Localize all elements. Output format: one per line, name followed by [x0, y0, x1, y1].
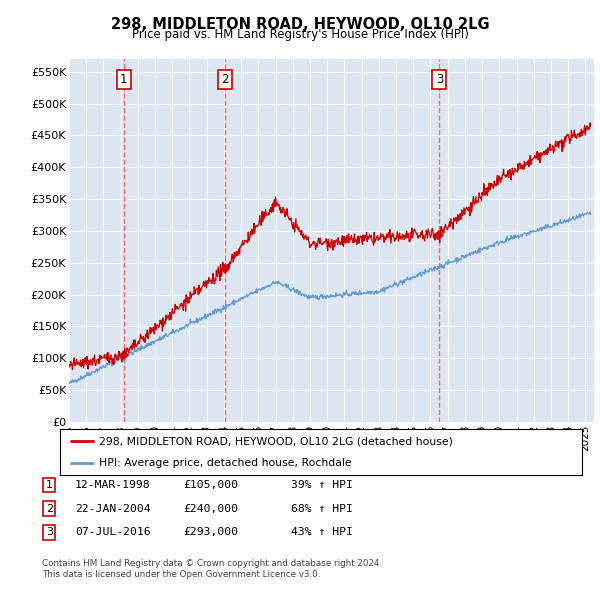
Text: 43% ↑ HPI: 43% ↑ HPI: [291, 527, 353, 537]
Text: Price paid vs. HM Land Registry's House Price Index (HPI): Price paid vs. HM Land Registry's House …: [131, 28, 469, 41]
Text: 07-JUL-2016: 07-JUL-2016: [75, 527, 151, 537]
Text: 39% ↑ HPI: 39% ↑ HPI: [291, 480, 353, 490]
Text: 3: 3: [436, 73, 443, 86]
Text: 2: 2: [46, 504, 53, 513]
Text: £293,000: £293,000: [183, 527, 238, 537]
Text: 22-JAN-2004: 22-JAN-2004: [75, 504, 151, 513]
Text: £240,000: £240,000: [183, 504, 238, 513]
Text: 2: 2: [221, 73, 229, 86]
Text: 68% ↑ HPI: 68% ↑ HPI: [291, 504, 353, 513]
Text: £105,000: £105,000: [183, 480, 238, 490]
Text: 1: 1: [120, 73, 128, 86]
Text: This data is licensed under the Open Government Licence v3.0.: This data is licensed under the Open Gov…: [42, 571, 320, 579]
Text: 1: 1: [46, 480, 53, 490]
Text: Contains HM Land Registry data © Crown copyright and database right 2024.: Contains HM Land Registry data © Crown c…: [42, 559, 382, 568]
Text: HPI: Average price, detached house, Rochdale: HPI: Average price, detached house, Roch…: [99, 457, 352, 467]
Text: 298, MIDDLETON ROAD, HEYWOOD, OL10 2LG: 298, MIDDLETON ROAD, HEYWOOD, OL10 2LG: [110, 17, 490, 31]
Text: 12-MAR-1998: 12-MAR-1998: [75, 480, 151, 490]
Text: 298, MIDDLETON ROAD, HEYWOOD, OL10 2LG (detached house): 298, MIDDLETON ROAD, HEYWOOD, OL10 2LG (…: [99, 437, 453, 447]
Text: 3: 3: [46, 527, 53, 537]
